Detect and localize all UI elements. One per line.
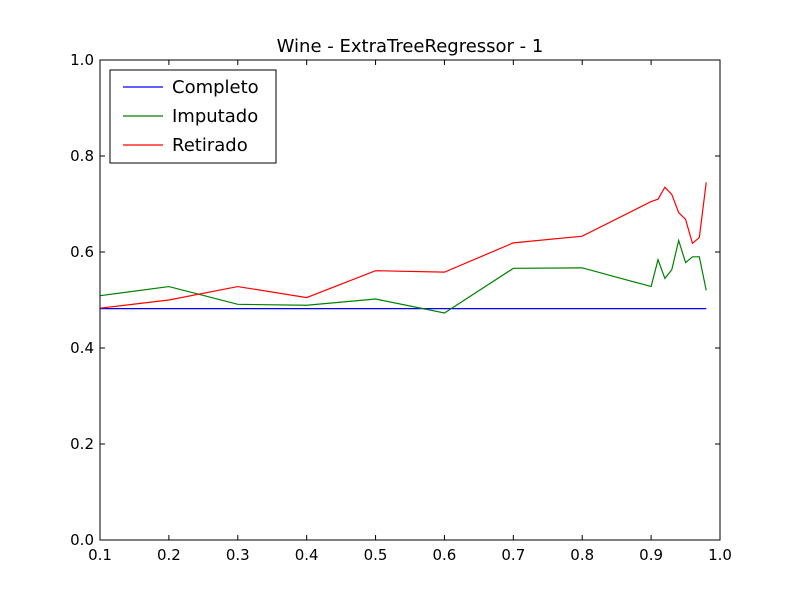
x-tick-label: 0.7: [501, 546, 525, 564]
x-tick-label: 1.0: [708, 546, 732, 564]
legend: Completo Imputado Retirado: [109, 69, 277, 164]
x-tick-label: 0.5: [364, 546, 388, 564]
x-tick-label: 0.9: [639, 546, 663, 564]
y-tick-label: 0.6: [70, 243, 94, 261]
x-tick-label: 0.3: [226, 546, 250, 564]
plot-area: 0.1 0.2 0.3 0.4 0.5 0.6 0.7 0.8 0.9 1.0 0.0 0.2 0.4 0…: [70, 51, 732, 564]
y-tick-label: 0.2: [70, 435, 94, 453]
x-tick-label: 0.4: [295, 546, 319, 564]
x-tick-label: 0.2: [157, 546, 181, 564]
x-tick-label: 0.6: [433, 546, 457, 564]
legend-label-completo: Completo: [172, 77, 259, 98]
y-tick-label: 0.0: [70, 531, 94, 549]
chart-title: Wine - ExtraTreeRegressor - 1: [277, 36, 544, 57]
x-tick-label: 0.1: [88, 546, 112, 564]
plot-frame: [99, 59, 721, 541]
y-tick-label: 0.8: [70, 147, 94, 165]
legend-label-retirado: Retirado: [172, 135, 248, 156]
series-line-retirado: [99, 182, 707, 309]
legend-label-imputado: Imputado: [172, 106, 258, 127]
series-line-imputado: [99, 238, 707, 314]
y-tick-label: 0.4: [70, 339, 94, 357]
y-tick-label: 1.0: [70, 51, 94, 69]
x-tick-label: 0.8: [570, 546, 594, 564]
